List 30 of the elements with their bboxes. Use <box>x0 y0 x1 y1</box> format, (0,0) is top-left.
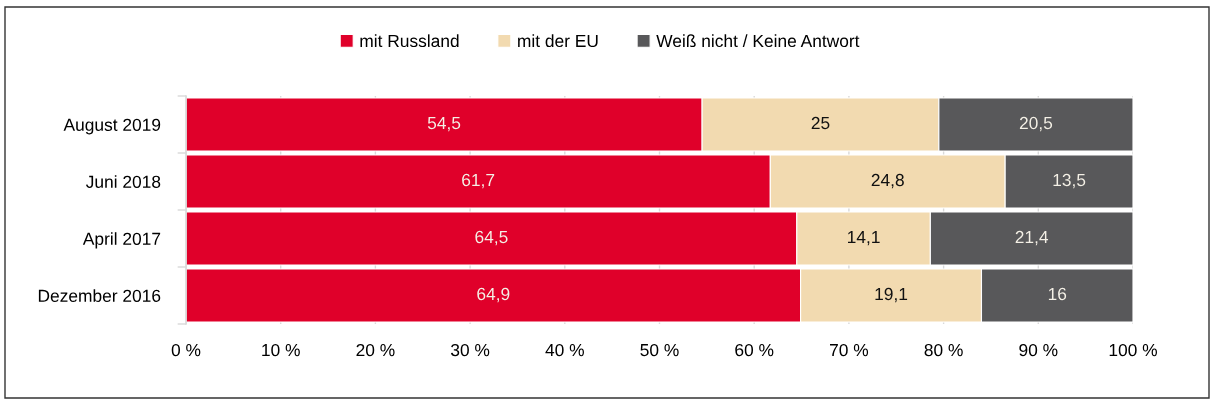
x-tick-label: 10 % <box>262 343 300 357</box>
x-tick-label: 80 % <box>924 343 963 357</box>
data-label: 64,9 <box>477 287 510 303</box>
legend-label: mit Russland <box>360 34 459 48</box>
y-tick-label: Dezember 2016 <box>38 289 161 302</box>
data-label: 61,7 <box>462 173 495 189</box>
data-label: 20,5 <box>1019 116 1053 132</box>
legend-label: Weiß nicht / Keine Antwort <box>656 34 860 48</box>
y-tick-label: Juni 2018 <box>85 175 161 188</box>
data-label: 13,5 <box>1053 173 1086 189</box>
y-tick-label: April 2017 <box>82 232 161 249</box>
legend-label: mit der EU <box>518 34 598 48</box>
x-tick-label: 40 % <box>545 343 584 357</box>
data-label: 64,5 <box>475 230 508 246</box>
x-tick-label: 60 % <box>735 343 774 357</box>
data-label: 24,8 <box>871 173 904 189</box>
data-label: 54,5 <box>427 117 461 132</box>
data-label: 21,4 <box>1015 230 1049 246</box>
y-tick-label: August 2019 <box>63 118 161 135</box>
data-label: 14,1 <box>848 231 880 246</box>
x-tick-label: 0 % <box>171 343 201 357</box>
x-tick-label: 20 % <box>356 343 395 357</box>
x-tick-label: 70 % <box>830 343 869 357</box>
data-label: 25 <box>811 116 830 130</box>
data-label: 19,1 <box>875 287 908 303</box>
x-tick-label: 30 % <box>450 343 490 357</box>
x-tick-label: 100 % <box>1109 343 1157 357</box>
x-tick-label: 90 % <box>1019 343 1058 357</box>
data-label: 16 <box>1048 287 1067 301</box>
x-tick-label: 50 % <box>640 343 679 357</box>
